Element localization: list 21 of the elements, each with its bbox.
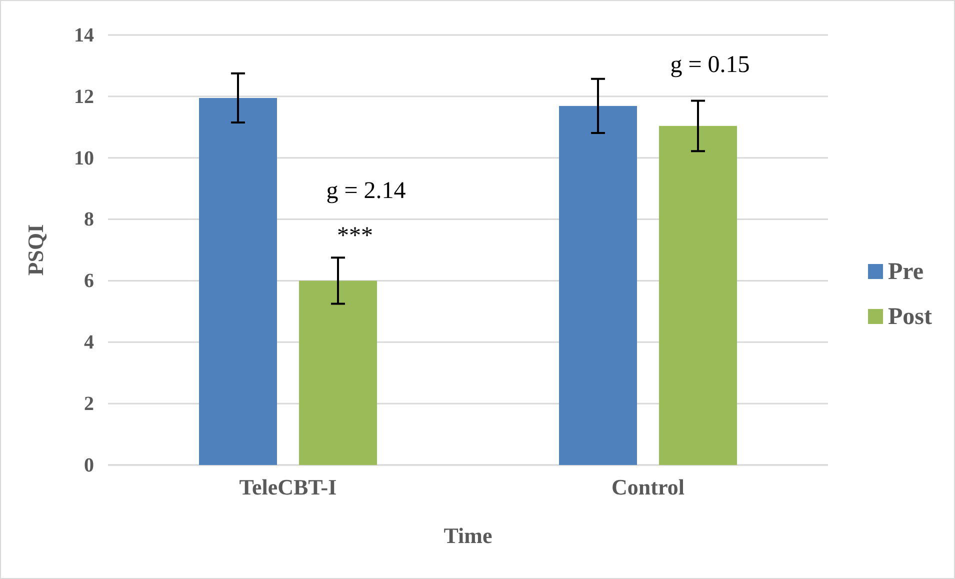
- annotation: ***: [337, 223, 373, 249]
- y-tick-label: 4: [84, 332, 94, 354]
- x-tick-label: TeleCBT-I: [239, 474, 337, 500]
- x-tick-label: Control: [612, 474, 684, 500]
- annotation: g = 2.14: [326, 178, 406, 204]
- y-tick-label: 6: [84, 270, 94, 292]
- y-tick-label: 14: [74, 24, 94, 46]
- x-axis-title: Time: [444, 523, 492, 548]
- y-tick-label: 0: [84, 454, 94, 476]
- bar: [199, 98, 277, 465]
- y-tick-label: 8: [84, 208, 94, 231]
- bar: [299, 280, 377, 465]
- bar: [659, 126, 737, 465]
- y-tick-label: 10: [74, 147, 94, 170]
- bar: [559, 106, 637, 465]
- legend-label: Pre: [888, 259, 924, 285]
- annotation: g = 0.15: [670, 52, 750, 78]
- y-axis-title: PSQI: [23, 224, 48, 276]
- legend-label: Post: [888, 304, 932, 330]
- y-tick-label: 2: [84, 392, 94, 415]
- y-tick-label: 12: [74, 86, 94, 108]
